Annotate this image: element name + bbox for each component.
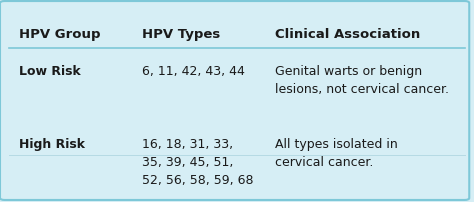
Text: All types isolated in
cervical cancer.: All types isolated in cervical cancer. [275, 137, 398, 168]
Text: Genital warts or benign
lesions, not cervical cancer.: Genital warts or benign lesions, not cer… [275, 65, 449, 96]
Text: 16, 18, 31, 33,
35, 39, 45, 51,
52, 56, 58, 59, 68: 16, 18, 31, 33, 35, 39, 45, 51, 52, 56, … [142, 137, 254, 186]
Text: HPV Types: HPV Types [142, 28, 220, 41]
FancyBboxPatch shape [0, 2, 469, 200]
Text: High Risk: High Risk [19, 137, 85, 150]
Text: HPV Group: HPV Group [19, 28, 100, 41]
Text: Clinical Association: Clinical Association [275, 28, 420, 41]
Text: 6, 11, 42, 43, 44: 6, 11, 42, 43, 44 [142, 65, 245, 78]
Text: Low Risk: Low Risk [19, 65, 81, 78]
